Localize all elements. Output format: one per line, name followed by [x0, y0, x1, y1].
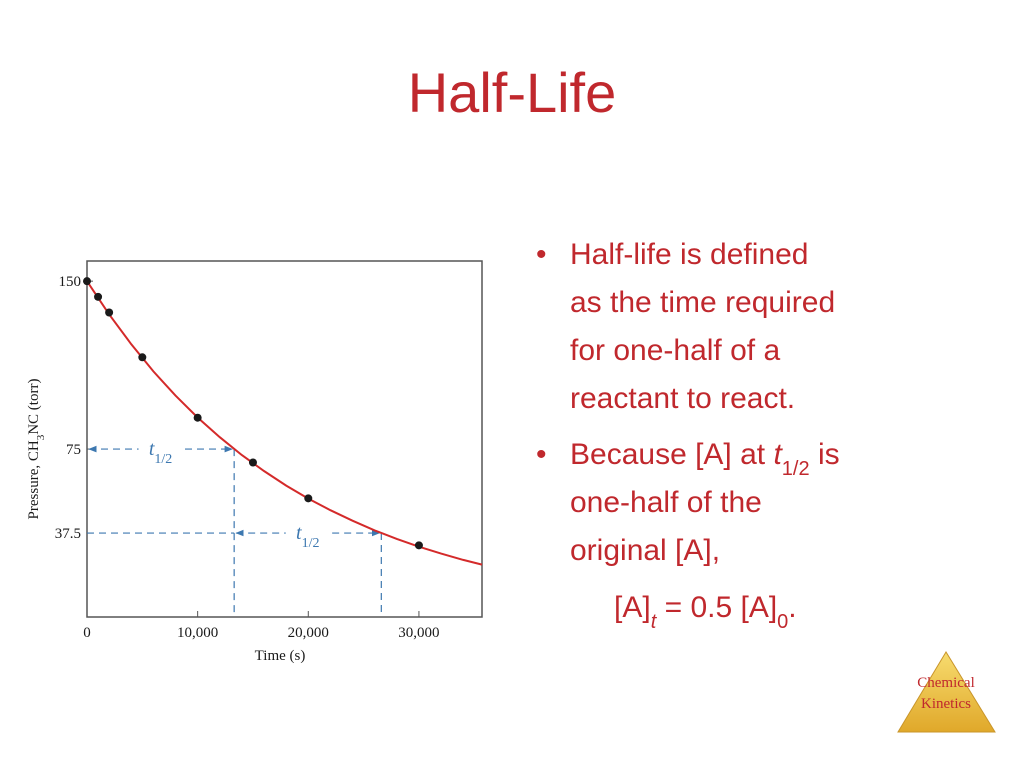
- half-life-label: t1/2: [149, 438, 172, 467]
- x-axis-label: Time (s): [255, 648, 306, 664]
- bullet-part: is: [810, 438, 840, 471]
- y-tick-label: 150: [59, 274, 82, 290]
- half-life-label: t1/2: [296, 522, 319, 551]
- x-tick-label: 10,000: [177, 625, 218, 641]
- y-tick-label: 37.5: [55, 526, 81, 542]
- y-axis-label-part: NC (torr): [26, 379, 42, 435]
- equation: [A]t = 0.5 [A]0.: [614, 591, 797, 633]
- logo-triangle: [897, 651, 996, 733]
- bullet-dot: •: [536, 238, 547, 271]
- bullet-line: one-half of the: [570, 486, 762, 519]
- fit-curve: [86, 280, 483, 566]
- equation-part: .: [788, 591, 796, 624]
- data-point: [414, 541, 423, 550]
- bullet-part: 1/2: [782, 458, 810, 480]
- label-bg: [285, 521, 330, 546]
- data-point: [138, 353, 147, 362]
- y-axis-label-part: 3: [35, 434, 47, 440]
- bullet-line: Half-life is defined: [570, 238, 808, 271]
- bullet-line: original [A],: [570, 534, 720, 567]
- data-point: [304, 494, 313, 503]
- bullet-part: t: [773, 438, 783, 471]
- plot-frame: [86, 260, 483, 618]
- data-point: [105, 308, 114, 317]
- label-bg: [138, 437, 183, 462]
- y-axis-label: Pressure, CH3NC (torr): [26, 379, 47, 520]
- label-subscript: 1/2: [154, 452, 172, 467]
- x-tick-label: 0: [83, 625, 91, 641]
- logo-text: Kinetics: [921, 696, 971, 712]
- bullet-dot: •: [536, 438, 547, 471]
- data-point: [248, 458, 257, 467]
- bullet-line: reactant to react.: [570, 382, 795, 415]
- slide-title: Half-Life: [408, 61, 617, 124]
- label-subscript: 1/2: [302, 536, 320, 551]
- x-tick-label: 20,000: [288, 625, 329, 641]
- x-tick-label: 30,000: [398, 625, 439, 641]
- data-point: [193, 413, 202, 422]
- bullet-part: Because [A] at: [570, 438, 773, 471]
- equation-part: = 0.5 [A]: [656, 591, 777, 624]
- bullet-line: Because [A] at t1/2 is: [570, 438, 840, 480]
- label-symbol: t: [149, 438, 155, 460]
- data-point: [83, 277, 91, 286]
- data-point: [94, 292, 103, 301]
- equation-part: [A]: [614, 591, 651, 624]
- bullet-line: as the time required: [570, 286, 835, 319]
- y-tick-label: 75: [66, 442, 81, 458]
- bullet-line: for one-half of a: [570, 334, 780, 367]
- equation-part: t: [651, 611, 658, 633]
- logo-text: Chemical: [917, 675, 974, 691]
- label-symbol: t: [296, 522, 302, 544]
- equation-part: 0: [777, 611, 788, 633]
- y-axis-label-part: Pressure, CH: [26, 440, 42, 519]
